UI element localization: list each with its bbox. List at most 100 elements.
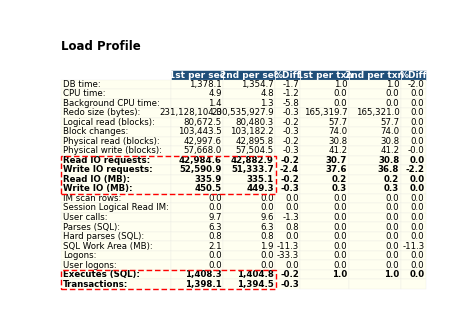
Bar <box>61 156 276 194</box>
Text: 0.0: 0.0 <box>411 213 424 222</box>
Bar <box>349 270 401 279</box>
Bar <box>223 146 275 156</box>
Text: 103,443.5: 103,443.5 <box>178 127 222 136</box>
Bar <box>401 251 426 260</box>
Bar <box>301 98 349 108</box>
Bar <box>223 213 275 222</box>
Text: 0.0: 0.0 <box>411 127 424 136</box>
Bar <box>401 89 426 98</box>
Text: -1.7: -1.7 <box>282 80 299 89</box>
Text: 52,590.9: 52,590.9 <box>179 165 222 174</box>
Bar <box>61 241 171 251</box>
Bar <box>61 232 171 241</box>
Text: 1,394.5: 1,394.5 <box>237 280 274 289</box>
Bar <box>401 270 426 279</box>
Bar <box>301 260 349 270</box>
Text: 0.0: 0.0 <box>411 203 424 213</box>
Text: User logons:: User logons: <box>64 260 117 270</box>
Bar <box>275 213 301 222</box>
Bar <box>171 137 223 146</box>
Bar <box>275 260 301 270</box>
Text: 0.0: 0.0 <box>409 185 424 193</box>
Text: -5.8: -5.8 <box>282 99 299 108</box>
Text: IM scan rows:: IM scan rows: <box>64 194 122 203</box>
Text: Transactions:: Transactions: <box>64 280 128 289</box>
Bar <box>275 98 301 108</box>
Bar <box>275 222 301 232</box>
Bar <box>223 279 275 289</box>
Bar <box>401 222 426 232</box>
Text: 0.0: 0.0 <box>208 203 222 213</box>
Bar <box>301 156 349 165</box>
Bar <box>401 184 426 194</box>
Bar <box>301 232 349 241</box>
Bar <box>275 108 301 118</box>
Text: 0.0: 0.0 <box>334 260 347 270</box>
Bar <box>61 137 171 146</box>
Text: Read IO (MB):: Read IO (MB): <box>64 175 130 184</box>
Text: 165,321.0: 165,321.0 <box>356 108 399 117</box>
Bar <box>301 127 349 137</box>
Text: 42,997.6: 42,997.6 <box>184 137 222 146</box>
Text: 0.0: 0.0 <box>208 194 222 203</box>
Bar <box>223 127 275 137</box>
Bar <box>171 146 223 156</box>
Bar <box>275 175 301 184</box>
Text: 1.4: 1.4 <box>208 99 222 108</box>
Text: 57.7: 57.7 <box>380 118 399 127</box>
Bar <box>275 137 301 146</box>
Bar <box>275 127 301 137</box>
Text: Session Logical Read IM:: Session Logical Read IM: <box>64 203 169 213</box>
Text: 9.7: 9.7 <box>208 213 222 222</box>
Bar <box>401 108 426 118</box>
Bar <box>401 127 426 137</box>
Text: 51,333.7: 51,333.7 <box>231 165 274 174</box>
Text: 6.3: 6.3 <box>208 223 222 231</box>
Text: 0.2: 0.2 <box>384 175 399 184</box>
Bar <box>349 260 401 270</box>
Text: 1st per txn: 1st per txn <box>297 70 353 80</box>
Bar <box>223 184 275 194</box>
Bar <box>61 270 276 289</box>
Text: -0.2: -0.2 <box>280 175 299 184</box>
Text: 0.0: 0.0 <box>411 194 424 203</box>
Text: Write IO requests:: Write IO requests: <box>64 165 153 174</box>
Text: -0.3: -0.3 <box>280 185 299 193</box>
Text: 0.0: 0.0 <box>411 99 424 108</box>
Bar <box>349 222 401 232</box>
Bar <box>349 108 401 118</box>
Bar <box>223 156 275 165</box>
Text: 1,354.7: 1,354.7 <box>241 80 274 89</box>
Bar <box>349 241 401 251</box>
Bar <box>349 70 401 80</box>
Bar <box>223 222 275 232</box>
Text: 30.8: 30.8 <box>328 137 347 146</box>
Text: 0.0: 0.0 <box>260 194 274 203</box>
Text: 1.0: 1.0 <box>386 80 399 89</box>
Text: 0.0: 0.0 <box>285 203 299 213</box>
Bar <box>301 80 349 89</box>
Text: 30.8: 30.8 <box>378 156 399 165</box>
Text: 0.0: 0.0 <box>386 194 399 203</box>
Bar <box>61 194 171 203</box>
Bar <box>349 184 401 194</box>
Text: 1,378.1: 1,378.1 <box>189 80 222 89</box>
Text: 0.8: 0.8 <box>208 232 222 241</box>
Text: Logical read (blocks):: Logical read (blocks): <box>64 118 155 127</box>
Text: 30.7: 30.7 <box>326 156 347 165</box>
Text: 231,128,104.0: 231,128,104.0 <box>159 108 222 117</box>
Text: 0.8: 0.8 <box>285 223 299 231</box>
Bar <box>349 175 401 184</box>
Text: -0.2: -0.2 <box>282 118 299 127</box>
Bar <box>171 127 223 137</box>
Bar <box>223 241 275 251</box>
Bar <box>61 146 171 156</box>
Bar <box>401 213 426 222</box>
Text: 0.0: 0.0 <box>334 232 347 241</box>
Text: 0.0: 0.0 <box>411 260 424 270</box>
Text: 2nd per sec: 2nd per sec <box>219 70 279 80</box>
Text: Background CPU time:: Background CPU time: <box>64 99 160 108</box>
Text: Write IO (MB):: Write IO (MB): <box>64 185 133 193</box>
Bar <box>171 175 223 184</box>
Text: 74.0: 74.0 <box>380 127 399 136</box>
